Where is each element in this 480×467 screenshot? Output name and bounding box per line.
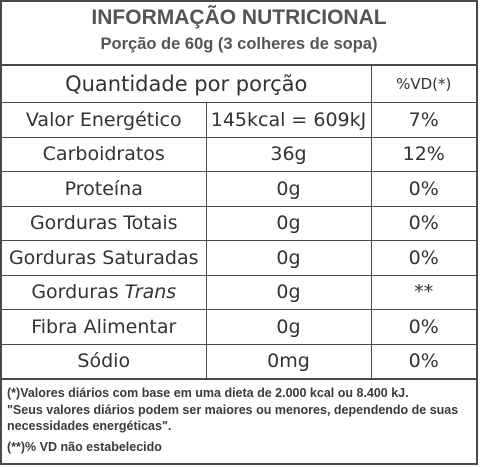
table-row: Gorduras Saturadas 0g 0%	[2, 240, 476, 276]
footnote-energy-needs: "Seus valores diários podem ser maiores …	[7, 402, 459, 434]
nutrient-amount: 0g	[205, 309, 372, 345]
nutrient-amount: 36g	[205, 136, 372, 172]
label-header: INFORMAÇÃO NUTRICIONAL Porção de 60g (3 …	[2, 2, 476, 64]
serving-size: Porção de 60g (3 colheres de sopa)	[100, 35, 378, 53]
label-title: INFORMAÇÃO NUTRICIONAL	[91, 6, 387, 29]
nutrient-daily-value: 0%	[370, 171, 476, 207]
nutrient-daily-value: 0%	[370, 343, 476, 380]
nutrient-daily-value: 12%	[370, 136, 476, 172]
daily-value-header: %VD(*)	[370, 64, 476, 103]
nutrition-table: Quantidade por porção %VD(*) Valor Energ…	[2, 64, 476, 380]
table-header-row: Quantidade por porção %VD(*)	[2, 64, 476, 103]
table-row: Carboidratos 36g 12%	[2, 136, 476, 172]
nutrient-name: Fibra Alimentar	[2, 309, 207, 345]
nutrient-daily-value: 0%	[370, 309, 476, 345]
nutrient-daily-value: **	[370, 274, 476, 310]
footnote-vd-not-established: (**)% VD não estabelecido	[7, 439, 162, 454]
nutrient-amount: 0g	[205, 274, 372, 310]
nutrient-amount: 145kcal = 609kJ	[205, 102, 372, 138]
nutrient-name: Gorduras Totais	[2, 205, 207, 241]
nutrient-name: Sódio	[2, 343, 207, 380]
nutrient-name: Gorduras Saturadas	[2, 240, 207, 276]
nutrient-name: Carboidratos	[2, 136, 207, 172]
label-footnotes: (*)Valores diários com base em uma dieta…	[7, 385, 473, 455]
nutrient-daily-value: 0%	[370, 205, 476, 241]
nutrient-amount: 0g	[205, 171, 372, 207]
nutrient-name: Valor Energético	[2, 102, 207, 138]
footnote-daily-values: (*)Valores diários com base em uma dieta…	[7, 386, 409, 400]
nutrient-daily-value: 7%	[370, 102, 476, 138]
nutrient-amount: 0mg	[205, 343, 372, 380]
nutrient-name-italic: Trans	[124, 281, 177, 304]
nutrient-name: Gorduras Trans	[2, 274, 207, 310]
table-row: Gorduras Trans 0g **	[2, 274, 476, 310]
table-row: Proteína 0g 0%	[2, 171, 476, 207]
nutrient-amount: 0g	[205, 205, 372, 241]
table-row: Valor Energético 145kcal = 609kJ 7%	[2, 102, 476, 138]
table-row: Gorduras Totais 0g 0%	[2, 205, 476, 241]
nutrient-daily-value: 0%	[370, 240, 476, 276]
table-row: Fibra Alimentar 0g 0%	[2, 309, 476, 345]
table-row: Sódio 0mg 0%	[2, 343, 476, 380]
quantity-header: Quantidade por porção	[2, 64, 372, 103]
nutrient-name-prefix: Gorduras	[31, 281, 125, 304]
nutrient-name: Proteína	[2, 171, 207, 207]
nutrient-amount: 0g	[205, 240, 372, 276]
